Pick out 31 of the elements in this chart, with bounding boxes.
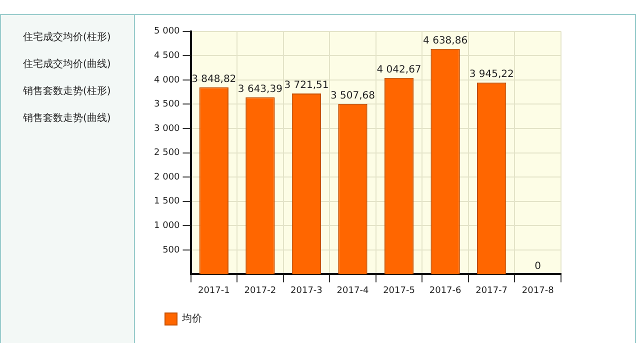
y-tick-label: 1 500 (154, 196, 180, 207)
legend-label: 均价 (181, 312, 202, 325)
data-label: 3 507,68 (330, 90, 376, 102)
y-tick-label: 4 000 (154, 75, 180, 86)
data-label: 3 721,51 (284, 80, 329, 92)
text: 销售套数走势(曲线) (23, 113, 112, 124)
y-tick-label: 500 (162, 245, 180, 256)
x-tick-label: 2017-1 (198, 286, 230, 296)
x-tick-label: 2017-4 (336, 286, 369, 296)
data-label: 4 042,67 (376, 64, 422, 76)
y-tick-label: 4 500 (154, 51, 180, 62)
x-tick-label: 2017-2 (244, 286, 276, 296)
y-tick-label: 2 000 (154, 172, 180, 182)
data-label: 3 848,82 (192, 74, 236, 85)
data-label: 0 (534, 260, 542, 272)
x-tick-label: 2017-3 (290, 286, 322, 296)
data-label: 3 643,39 (238, 84, 282, 95)
x-tick-label: 2017-6 (429, 286, 462, 296)
text: 销售套数走势(柱形) (23, 86, 112, 97)
data-label: 4 638,86 (423, 36, 468, 47)
x-tick-label: 2017-8 (522, 286, 554, 296)
x-tick-label: 2017-5 (383, 286, 415, 296)
text: 住宅成交均价(曲线) (23, 59, 112, 70)
y-tick-label: 3 500 (154, 100, 180, 110)
y-tick-label: 2 500 (154, 148, 180, 158)
y-tick-label: 3 000 (154, 124, 180, 134)
y-tick-label: 5 000 (154, 26, 180, 37)
x-tick-label: 2017-7 (476, 286, 508, 296)
data-label: 3 945,22 (469, 69, 514, 80)
y-tick-label: 1 000 (154, 220, 180, 231)
text: 住宅成交均价(柱形) (23, 32, 112, 43)
